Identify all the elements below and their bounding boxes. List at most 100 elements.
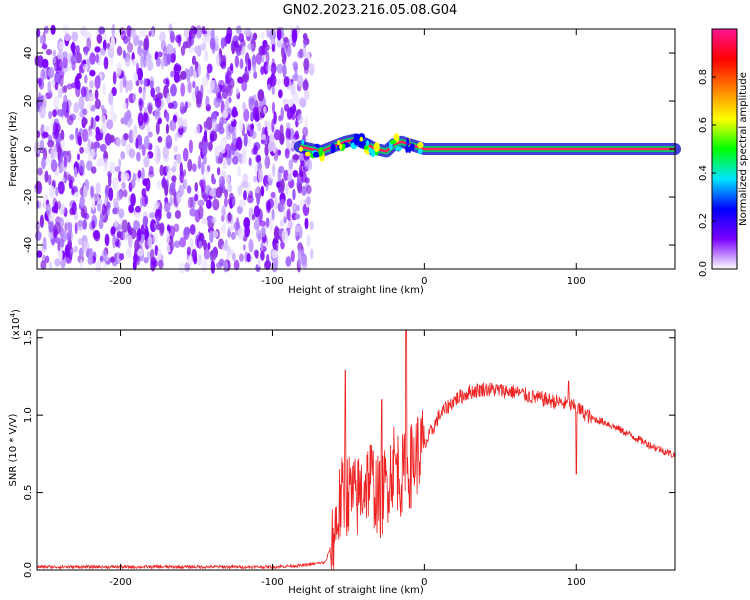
noise-blob — [66, 222, 73, 231]
snr-y-tick-label: 0.0 — [23, 562, 34, 578]
noise-blob — [86, 160, 93, 171]
noise-blob — [174, 132, 178, 142]
noise-blob — [138, 40, 144, 47]
noise-blob — [231, 143, 236, 155]
noise-blob — [207, 141, 213, 151]
noise-blob — [94, 46, 101, 53]
noise-blob — [184, 29, 189, 43]
noise-blob — [101, 114, 107, 124]
noise-blob — [272, 163, 276, 178]
noise-blob — [270, 62, 277, 75]
noise-blob — [292, 61, 298, 69]
noise-blob — [234, 55, 240, 68]
noise-blob — [169, 53, 176, 63]
noise-blob — [212, 178, 217, 185]
snr-y-axis: 0.0 0.5 1.0 1.5 — [23, 330, 675, 578]
noise-blob — [222, 157, 227, 170]
noise-blob — [113, 197, 118, 209]
noise-blob — [248, 97, 256, 111]
noise-blob — [56, 58, 63, 71]
noise-blob — [45, 203, 52, 217]
noise-blob — [174, 240, 181, 248]
noise-blob — [297, 113, 304, 125]
noise-blob — [128, 204, 134, 214]
noise-blob — [166, 43, 174, 55]
noise-blob — [279, 124, 284, 137]
noise-blob — [278, 165, 285, 174]
noise-blob — [149, 219, 157, 233]
noise-blob — [169, 240, 175, 251]
noise-blob — [147, 104, 153, 115]
noise-blob — [166, 170, 171, 182]
noise-blob — [76, 153, 81, 161]
noise-blob — [227, 66, 234, 75]
noise-blob — [239, 58, 244, 70]
noise-blob — [287, 219, 294, 229]
noise-blob — [152, 232, 158, 245]
noise-blob — [282, 98, 288, 105]
noise-blob — [301, 260, 308, 269]
noise-blob — [110, 102, 114, 116]
noise-blob — [246, 122, 251, 131]
noise-blob — [57, 200, 61, 210]
svg-text:(x104): (x104) — [9, 309, 22, 340]
noise-blob — [103, 150, 109, 162]
noise-blob — [100, 47, 106, 56]
noise-blob — [36, 250, 43, 258]
noise-blob — [306, 234, 311, 248]
noise-blob — [271, 262, 278, 273]
noise-blob — [139, 78, 143, 85]
noise-blob — [254, 249, 259, 259]
noise-blob — [281, 56, 287, 65]
noise-blob — [192, 70, 197, 79]
noise-blob — [220, 136, 228, 147]
noise-blob — [149, 80, 154, 89]
snr-x-tick-label: -200 — [109, 577, 132, 588]
noise-blob — [247, 195, 254, 204]
noise-blob — [82, 219, 87, 230]
noise-blob — [206, 63, 213, 74]
noise-blob — [140, 55, 144, 69]
noise-blob — [283, 76, 290, 88]
noise-blob — [148, 30, 152, 37]
noise-blob — [297, 50, 304, 59]
noise-blob — [203, 239, 208, 251]
noise-blob — [37, 167, 43, 176]
noise-blob — [39, 105, 46, 119]
noise-blob — [243, 217, 251, 229]
signal-blob — [353, 134, 360, 141]
noise-blob — [38, 91, 42, 102]
noise-blob — [52, 49, 57, 57]
noise-blob — [50, 24, 56, 35]
snr-x-tick-label: 100 — [567, 577, 586, 588]
noise-blob — [58, 248, 63, 261]
noise-blob — [150, 87, 155, 98]
noise-blob — [133, 71, 139, 82]
noise-blob — [103, 56, 109, 70]
noise-blob — [281, 229, 289, 244]
noise-blob — [75, 45, 80, 55]
noise-blob — [244, 27, 252, 37]
noise-blob — [205, 116, 213, 130]
noise-blob — [154, 97, 162, 108]
noise-blob — [285, 256, 292, 267]
noise-blob — [96, 203, 102, 212]
noise-blob — [45, 25, 49, 35]
noise-blob — [36, 130, 41, 138]
noise-blob — [100, 104, 105, 111]
noise-blob — [90, 141, 95, 150]
noise-blob — [269, 73, 277, 87]
noise-blob — [55, 186, 59, 197]
noise-blob — [239, 199, 246, 208]
noise-blob — [214, 146, 219, 159]
noise-blob — [41, 157, 46, 170]
noise-blob — [143, 257, 149, 264]
noise-blob — [149, 212, 155, 219]
noise-blob — [263, 260, 271, 271]
signal-blob — [364, 145, 369, 150]
noise-blob — [53, 121, 58, 136]
noise-blob — [271, 249, 278, 259]
noise-blob — [268, 141, 274, 152]
noise-blob — [233, 259, 240, 271]
noise-blob — [292, 154, 300, 161]
